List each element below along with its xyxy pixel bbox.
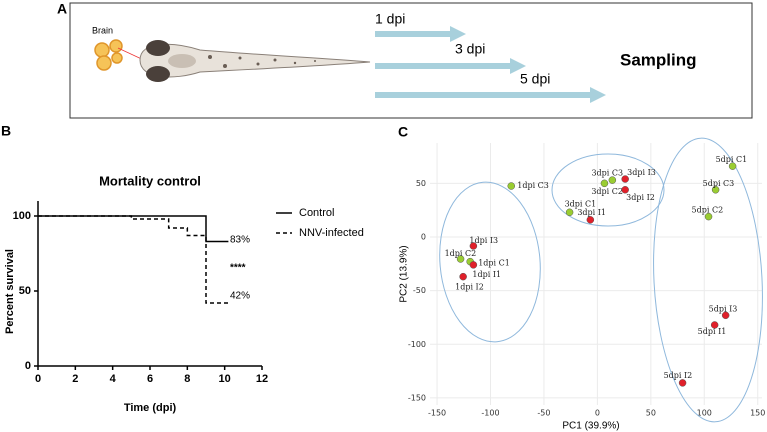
sample-point [710,321,719,329]
panel-label: B [1,123,11,139]
panel-label: A [57,1,67,17]
y-tick-label: -100 [408,340,426,349]
point-label: 3dpi I1 [577,208,606,217]
survival-chart: Mortality control 0 50 100 0 2 4 6 8 10 12 Time (dp… [4,173,364,413]
x-tick-label: 50 [646,409,656,418]
sample-point [678,379,687,387]
organ-label: Brain [92,25,113,35]
sample-point [565,208,574,217]
sample-point [608,176,617,184]
x-axis-label: PC1 (39.9%) [562,421,619,432]
point-label: 5dpi C2 [692,206,724,215]
cluster-outline [551,153,665,227]
x-tick-label: 150 [750,409,765,418]
arrows [375,26,606,103]
x-tick-label: 8 [184,373,190,385]
x-tick-label: -50 [537,409,550,418]
x-tick-label: 10 [219,373,231,385]
sample-point [586,216,595,224]
x-tick-label: 12 [256,373,268,385]
action-label: Sampling [620,50,697,69]
panel-label: C [398,124,408,140]
point-label: 5dpi I1 [698,327,727,336]
legend-label: NNV-infected [299,227,364,239]
point-label: 1dpi I1 [472,270,501,279]
point-label: 3dpi I2 [626,193,655,202]
y-tick-label: 0 [25,360,31,372]
chart-title: Mortality control [99,173,201,188]
point-label: 1dpi I3 [469,236,498,245]
cluster-outline [653,137,763,423]
survival-line [38,215,229,243]
sample-point [621,186,629,194]
x-tick-label: 100 [697,409,712,418]
point-label: 1dpi C1 [478,259,510,268]
legend-label: Control [299,207,334,219]
x-tick-label: -100 [481,409,499,418]
x-tick-label: 4 [110,373,117,385]
point-label: 3dpi C3 [591,168,623,177]
point-label: 3dpi C1 [565,199,597,208]
point-label: 5dpi I2 [664,371,693,380]
point-label: 3dpi I3 [627,168,656,177]
point-label: 5dpi C3 [703,179,735,188]
zebrafish-larva [139,40,371,82]
x-tick-label: -150 [428,409,446,418]
y-tick-label: 50 [416,179,426,188]
x-tick-label: 0 [595,409,600,418]
x-tick-label: 6 [147,373,153,385]
y-tick-label: -50 [413,286,426,295]
y-tick-label: 50 [19,285,31,297]
point-label: 1dpi C3 [517,181,549,190]
pca-chart: -150 -100 -50 0 50 -150 -100 -50 0 50 100 150 PC1 (3… [399,137,765,432]
point-label: 5dpi I3 [709,304,738,313]
x-tick-label: 2 [72,373,78,385]
x-tick-label: 0 [35,373,41,385]
sample-point [728,162,737,170]
sample-point [621,175,629,183]
sample-point [600,179,609,188]
point-label: 1dpi I2 [455,283,484,292]
y-tick-label: 0 [421,232,426,241]
x-axis-label: Time (dpi) [124,402,177,414]
y-axis-label: PC2 (13.9%) [399,245,410,302]
survival-line [38,215,229,304]
point-label: 5dpi C1 [716,155,748,164]
annotation: 42% [230,291,250,302]
timepoint-label: 1 dpi [375,11,405,27]
annotation: **** [230,263,246,274]
timepoint-label: 3 dpi [455,41,485,57]
brain-icon [94,39,123,71]
sample-point [459,272,467,281]
annotation: 83% [230,235,250,246]
sample-point [721,311,730,320]
sample-point [456,255,465,263]
sample-point [469,242,478,250]
y-tick-label: -150 [408,393,426,402]
sample-point [469,261,478,269]
timepoint-label: 5 dpi [520,71,550,87]
sample-point [507,182,515,190]
y-tick-label: 100 [13,210,31,222]
sample-point [711,186,720,194]
plot-area [430,143,762,405]
y-axis-label: Percent survival [4,249,16,334]
point-label: 1dpi C2 [445,249,477,258]
point-label: 3dpi C2 [591,187,623,196]
sample-point [704,212,713,221]
cluster-outline [439,181,541,343]
